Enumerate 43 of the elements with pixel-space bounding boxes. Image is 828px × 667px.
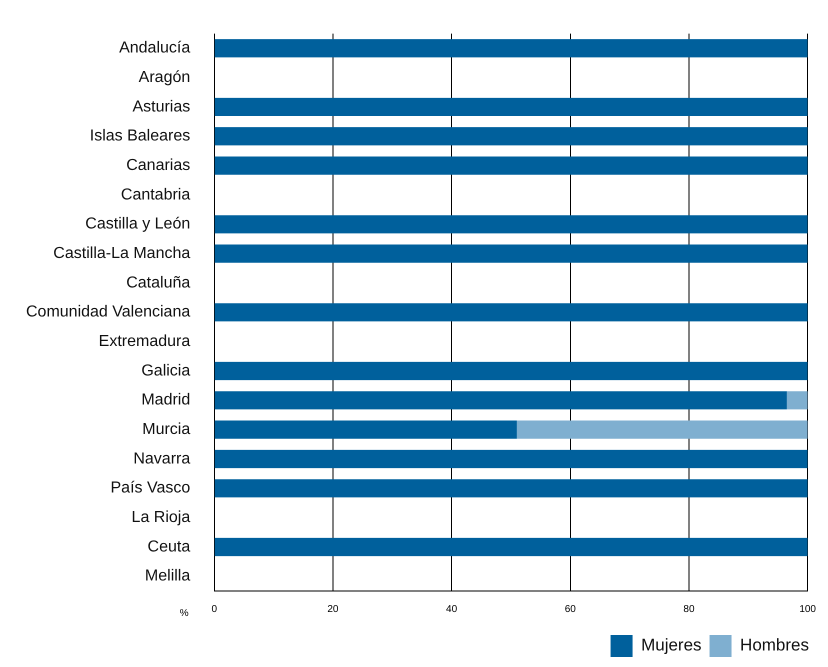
bar xyxy=(516,420,808,439)
bar xyxy=(214,538,808,556)
bar xyxy=(214,420,517,439)
legend-label: Hombres xyxy=(740,636,810,655)
bar xyxy=(786,391,808,410)
bar xyxy=(214,98,808,116)
y-tick-label: La Rioja xyxy=(132,509,190,526)
x-tick-label: 0 xyxy=(211,604,218,615)
y-tick-label: Melilla xyxy=(144,568,190,585)
y-tick-label: Asturias xyxy=(132,98,190,116)
y-tick-label: Castilla-La Mancha xyxy=(53,245,190,262)
bar xyxy=(214,127,808,146)
x-axis-title: % xyxy=(180,608,189,619)
bar xyxy=(214,39,808,58)
y-tick-label: Ceuta xyxy=(148,538,190,556)
bar xyxy=(214,479,808,498)
bar xyxy=(214,244,808,263)
y-tick-label: Navarra xyxy=(133,450,190,468)
y-tick-label: Canarias xyxy=(126,157,190,174)
y-tick-label: Comunidad Valenciana xyxy=(26,304,190,321)
x-tick-label: 20 xyxy=(327,604,339,615)
x-tick-label: 40 xyxy=(446,604,458,615)
y-tick-label: Aragón xyxy=(138,69,190,86)
bar xyxy=(214,156,808,175)
x-tick-label: 100 xyxy=(799,604,816,615)
y-tick-label: Cataluña xyxy=(126,274,190,292)
y-tick-label: Islas Baleares xyxy=(90,128,190,145)
y-tick-label: Cantabria xyxy=(120,186,190,204)
y-tick-label: Castilla y León xyxy=(85,216,190,233)
y-tick-label: Andalucía xyxy=(119,40,190,57)
y-tick-label: Extremadura xyxy=(98,333,190,350)
x-tick-label: 60 xyxy=(564,604,576,615)
legend-label: Mujeres xyxy=(641,636,702,655)
y-tick-label: Madrid xyxy=(141,392,190,409)
y-tick-label: Galicia xyxy=(141,362,190,380)
bar xyxy=(214,303,808,322)
bar xyxy=(214,450,808,468)
x-tick-label: 80 xyxy=(683,604,695,615)
bar xyxy=(214,391,787,410)
bar xyxy=(214,362,808,380)
bar xyxy=(214,215,808,234)
y-tick-label: Murcia xyxy=(142,421,190,438)
y-tick-label: País Vasco xyxy=(110,480,190,497)
